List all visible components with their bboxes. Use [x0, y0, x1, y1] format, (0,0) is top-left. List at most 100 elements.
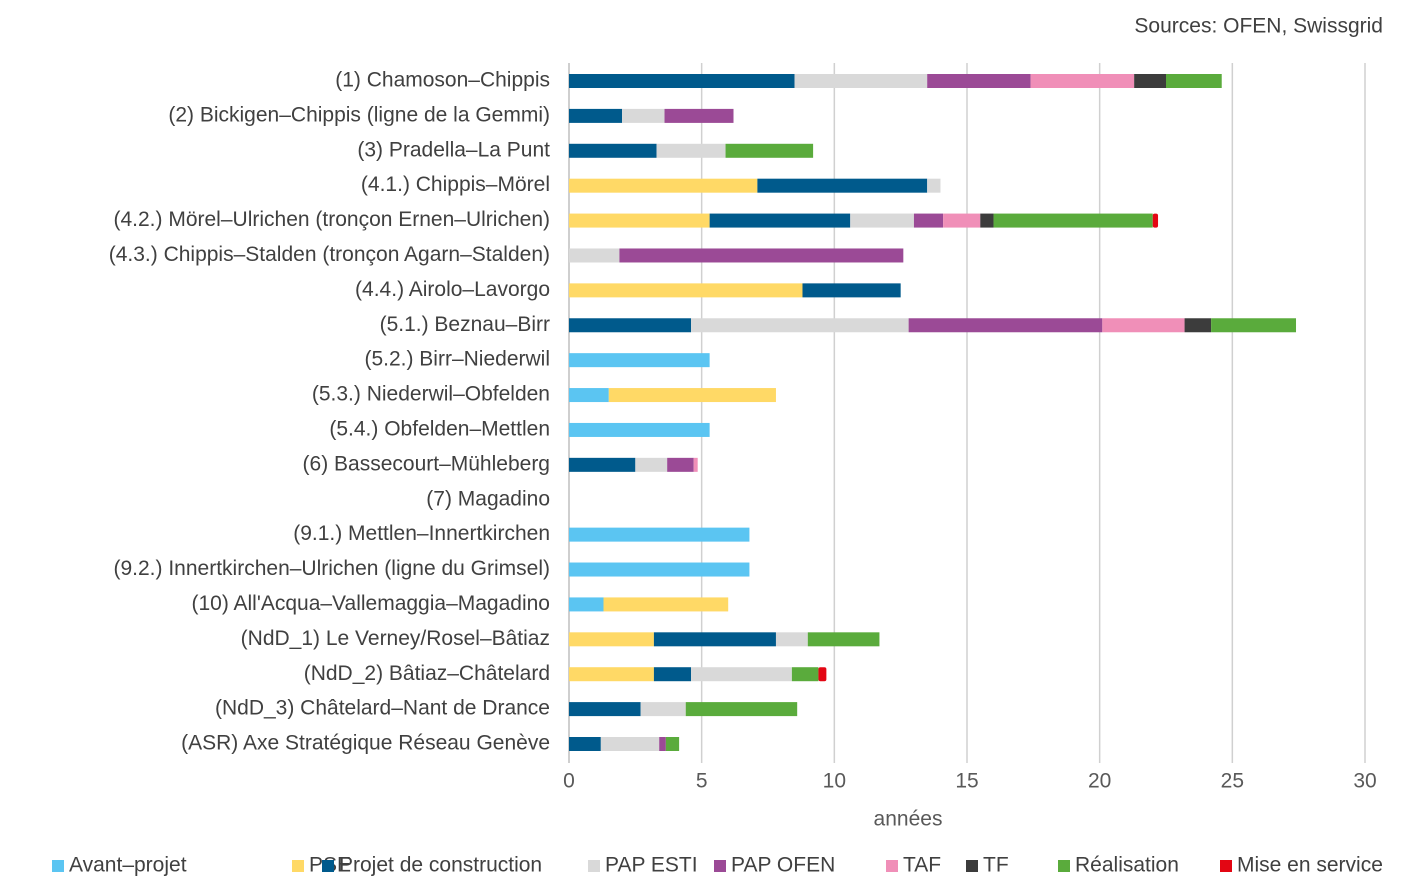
y-tick-label: (7) Magadino: [426, 487, 550, 510]
bar-segment: [608, 388, 776, 403]
legend-label: Mise en service: [1237, 854, 1383, 877]
y-tick-label: (6) Bassecourt–Mühleberg: [303, 452, 550, 475]
bar-segment: [569, 108, 623, 123]
x-axis-label: années: [874, 808, 943, 831]
bar-segment: [622, 108, 665, 123]
bar-segment: [569, 143, 657, 158]
bar-segment: [691, 667, 792, 682]
y-tick-label: (4.1.) Chippis–Mörel: [361, 173, 550, 196]
bar-segment: [1102, 318, 1185, 333]
bar-segment: [1030, 74, 1135, 88]
legend-swatch: [322, 860, 334, 872]
bar-segment: [850, 213, 914, 228]
x-tick-label: 15: [955, 770, 978, 793]
legend-swatch: [292, 860, 304, 872]
bar-segment: [619, 248, 904, 263]
y-tick-label: (ASR) Axe Stratégique Réseau Genève: [181, 732, 550, 755]
bar-segment: [569, 597, 604, 612]
bar-segment: [569, 702, 641, 717]
y-tick-label: (4.4.) Airolo–Lavorgo: [355, 278, 550, 301]
legend-swatch: [886, 860, 898, 872]
bar-segment: [569, 667, 654, 682]
bar-segment: [775, 632, 808, 647]
y-tick-label: (NdD_1) Le Verney/Rosel–Bâtiaz: [241, 627, 550, 650]
y-tick-label: (4.2.) Mörel–Ulrichen (tronçon Ernen–Ulr…: [113, 208, 550, 231]
y-tick-label: (4.3.) Chippis–Stalden (tronçon Agarn–St…: [109, 243, 550, 266]
y-tick-label: (1) Chamoson–Chippis: [335, 69, 550, 92]
x-tick-label: 10: [823, 770, 846, 793]
bar-segment: [725, 143, 814, 158]
bar-segment: [635, 457, 668, 472]
legend-swatch: [1220, 860, 1232, 872]
legend-swatch: [1058, 860, 1070, 872]
bar-segment: [603, 597, 729, 612]
bar-segment: [569, 213, 710, 228]
bar-segment: [908, 318, 1103, 333]
x-tick-label: 25: [1221, 770, 1244, 793]
bar-segment: [943, 213, 981, 228]
bar-segment: [569, 388, 609, 403]
bar-segment: [802, 283, 901, 298]
legend-label: Réalisation: [1075, 854, 1179, 877]
y-tick-label: (2) Bickigen–Chippis (ligne de la Gemmi): [168, 103, 550, 126]
bar-segment: [659, 737, 666, 751]
legend-label: PAP OFEN: [731, 854, 835, 877]
bar-segment: [664, 108, 734, 123]
bar-segment: [693, 457, 698, 472]
bar-segment: [569, 318, 692, 333]
x-tick-label: 20: [1088, 770, 1111, 793]
bar-segment: [653, 667, 692, 682]
y-tick-label: (5.4.) Obfelden–Mettlen: [329, 417, 550, 440]
legend-label: TF: [983, 854, 1009, 877]
bar-segment: [653, 632, 776, 647]
bar-segment: [1152, 213, 1159, 228]
bar-segment: [569, 422, 710, 437]
x-tick-label: 0: [563, 770, 575, 793]
bar-segment: [1134, 74, 1166, 88]
bar-segment: [667, 457, 694, 472]
bar-segment: [569, 74, 795, 88]
legend-label: Projet de construction: [339, 854, 542, 877]
bar-segment: [927, 178, 941, 193]
bar-segment: [913, 213, 944, 228]
y-tick-label: (10) All'Acqua–Vallemaggia–Magadino: [191, 592, 550, 615]
y-tick-label: (5.2.) Birr–Niederwil: [364, 348, 550, 371]
y-tick-label: (5.3.) Niederwil–Obfelden: [312, 383, 550, 406]
bar-segment: [569, 632, 654, 647]
bar-segment: [569, 178, 758, 193]
bar-segment: [569, 283, 803, 298]
bar-segment: [569, 562, 750, 577]
bar-segment: [709, 213, 851, 228]
bar-segment: [1184, 318, 1212, 333]
legend-label: TAF: [903, 854, 941, 877]
bar-segment: [791, 667, 819, 682]
bar-segment: [569, 457, 636, 472]
bar-segment: [665, 737, 680, 751]
legend-swatch: [714, 860, 726, 872]
bar-segment: [685, 702, 798, 717]
bar-segment: [569, 353, 710, 368]
legend-label: Avant–projet: [69, 854, 187, 877]
bar-segment: [1211, 318, 1297, 333]
legend-swatch: [52, 860, 64, 872]
legend-swatch: [966, 860, 978, 872]
x-tick-label: 5: [696, 770, 708, 793]
bar-segment: [794, 74, 928, 88]
bar-segment: [569, 527, 750, 542]
bar-segment: [757, 178, 928, 193]
bar-segment: [569, 248, 620, 263]
bar-segment: [691, 318, 909, 333]
bar-segment: [980, 213, 994, 228]
legend-label: PAP ESTI: [605, 854, 698, 877]
y-tick-label: (9.2.) Innertkirchen–Ulrichen (ligne du …: [114, 557, 551, 580]
legend-swatch: [588, 860, 600, 872]
bar-segment: [600, 737, 660, 751]
source: Sources: OFEN, Swissgrid: [1134, 15, 1383, 38]
bar-segment: [656, 143, 726, 158]
bar-segment: [927, 74, 1031, 88]
bar-segment: [1166, 74, 1222, 88]
y-tick-label: (NdD_3) Châtelard–Nant de Drance: [215, 697, 550, 720]
y-tick-label: (5.1.) Beznau–Birr: [380, 313, 550, 336]
y-tick-label: (3) Pradella–La Punt: [357, 138, 550, 161]
